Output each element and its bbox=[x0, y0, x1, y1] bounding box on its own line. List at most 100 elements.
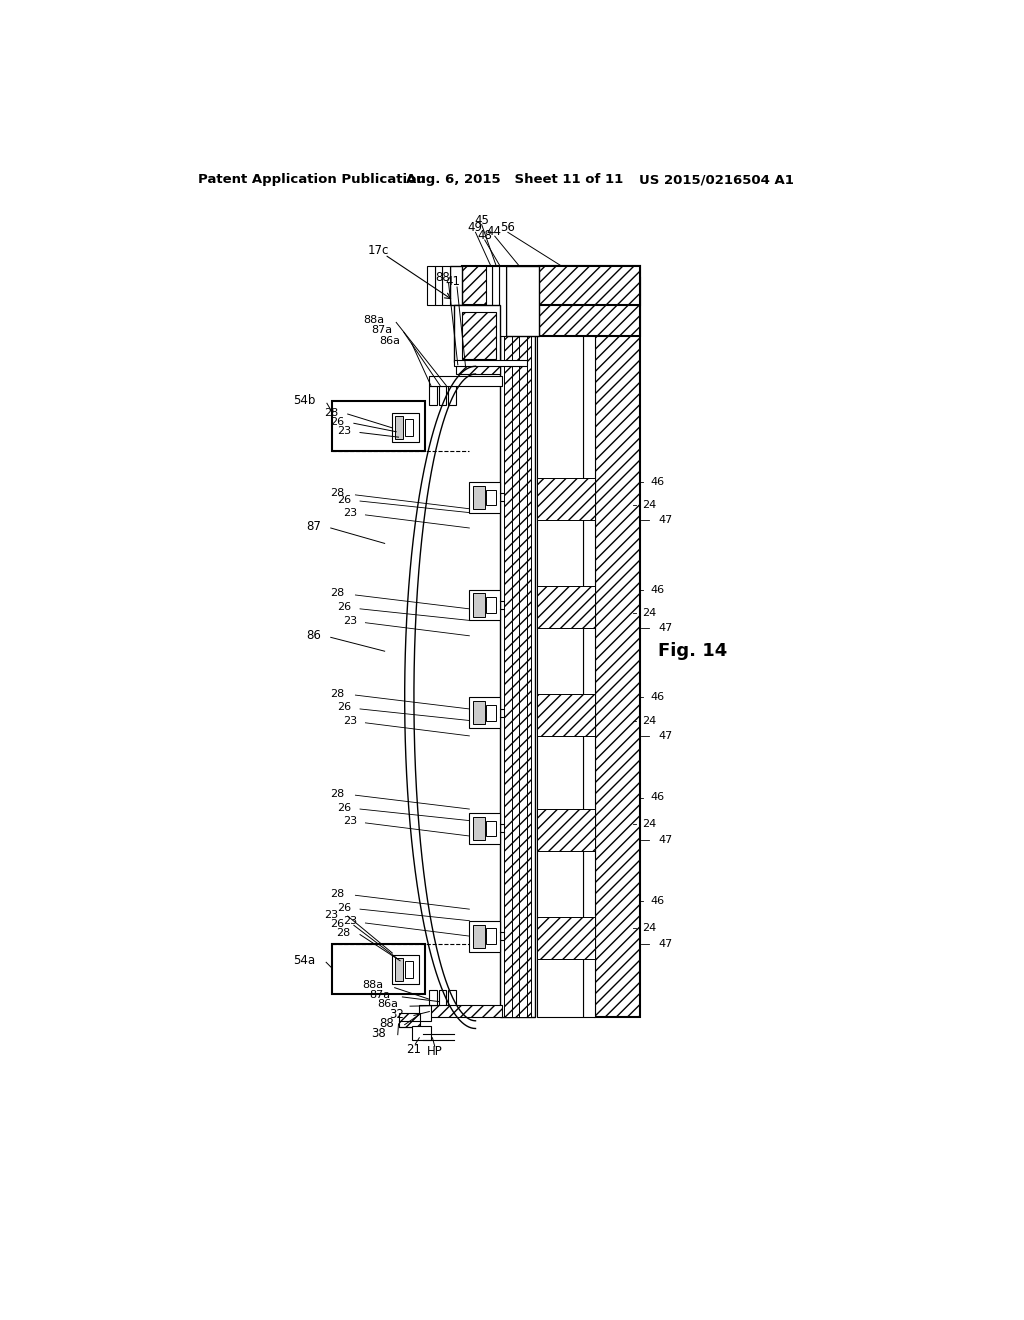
Bar bbox=[486, 597, 496, 612]
Text: 47: 47 bbox=[658, 939, 673, 949]
Bar bbox=[539, 267, 640, 335]
Text: 41: 41 bbox=[444, 275, 460, 288]
Bar bbox=[499, 267, 506, 335]
Bar bbox=[500, 277, 535, 1016]
Text: 49: 49 bbox=[467, 222, 482, 234]
Text: 26: 26 bbox=[337, 903, 351, 912]
Text: 45: 45 bbox=[474, 214, 489, 227]
Bar bbox=[454, 360, 527, 367]
Text: 24: 24 bbox=[643, 607, 656, 618]
Text: 28: 28 bbox=[331, 788, 345, 799]
Text: 46: 46 bbox=[650, 896, 665, 907]
Text: 87a: 87a bbox=[372, 325, 392, 335]
Bar bbox=[538, 586, 595, 628]
Bar bbox=[595, 277, 640, 1016]
Bar bbox=[469, 482, 500, 512]
Text: 88: 88 bbox=[379, 1018, 394, 1031]
Bar bbox=[395, 416, 403, 438]
Text: 28: 28 bbox=[331, 488, 345, 499]
Bar bbox=[392, 412, 419, 442]
Text: Aug. 6, 2015   Sheet 11 of 11: Aug. 6, 2015 Sheet 11 of 11 bbox=[407, 173, 624, 186]
Bar bbox=[486, 928, 496, 944]
Text: Patent Application Publication: Patent Application Publication bbox=[198, 173, 425, 186]
Text: 88a: 88a bbox=[364, 315, 385, 325]
Bar bbox=[538, 478, 595, 520]
Text: 28: 28 bbox=[331, 888, 345, 899]
Text: 26: 26 bbox=[331, 417, 345, 426]
Bar bbox=[398, 1014, 420, 1027]
Text: 47: 47 bbox=[658, 623, 673, 634]
Bar bbox=[429, 990, 437, 1010]
Bar bbox=[447, 385, 456, 405]
Text: 56: 56 bbox=[501, 222, 515, 234]
Text: 23: 23 bbox=[343, 616, 357, 626]
Bar bbox=[506, 267, 539, 335]
Bar bbox=[473, 924, 484, 948]
Text: 86a: 86a bbox=[379, 335, 400, 346]
Bar bbox=[486, 821, 496, 836]
Text: 32: 32 bbox=[389, 1008, 403, 1022]
Text: 23: 23 bbox=[343, 816, 357, 826]
Bar bbox=[429, 376, 503, 385]
Text: 47: 47 bbox=[658, 834, 673, 845]
Bar bbox=[538, 917, 595, 960]
Bar bbox=[429, 385, 437, 405]
Text: 21: 21 bbox=[407, 1043, 422, 1056]
Bar bbox=[473, 701, 484, 725]
Text: 23: 23 bbox=[343, 508, 357, 519]
Bar bbox=[469, 813, 500, 843]
Bar bbox=[442, 267, 451, 305]
Bar bbox=[462, 313, 497, 359]
Text: 26: 26 bbox=[331, 919, 345, 929]
Bar bbox=[429, 1006, 503, 1016]
Bar bbox=[486, 490, 496, 506]
Text: 24: 24 bbox=[643, 715, 656, 726]
Text: 88: 88 bbox=[435, 271, 450, 284]
Bar bbox=[406, 961, 413, 978]
Bar bbox=[469, 590, 500, 620]
Bar bbox=[538, 277, 584, 1016]
Bar bbox=[493, 267, 499, 335]
Text: 26: 26 bbox=[337, 495, 351, 504]
Text: 87: 87 bbox=[306, 520, 322, 533]
Bar bbox=[469, 921, 500, 952]
Text: 46: 46 bbox=[650, 477, 665, 487]
Text: 26: 26 bbox=[337, 702, 351, 713]
Text: 88a: 88a bbox=[362, 981, 383, 990]
Text: 26: 26 bbox=[337, 803, 351, 813]
Text: 87a: 87a bbox=[370, 990, 391, 999]
Text: 46: 46 bbox=[650, 693, 665, 702]
Text: 46: 46 bbox=[650, 585, 665, 594]
Text: 24: 24 bbox=[643, 820, 656, 829]
Bar bbox=[427, 267, 435, 305]
Text: 24: 24 bbox=[643, 924, 656, 933]
Text: 44: 44 bbox=[486, 224, 502, 238]
Bar bbox=[435, 267, 442, 305]
Text: 48: 48 bbox=[477, 228, 493, 242]
Text: 86a: 86a bbox=[378, 999, 398, 1008]
Text: 23: 23 bbox=[343, 717, 357, 726]
Text: US 2015/0216504 A1: US 2015/0216504 A1 bbox=[639, 173, 794, 186]
Bar bbox=[473, 817, 484, 840]
Bar bbox=[473, 594, 484, 616]
Bar bbox=[451, 267, 462, 305]
Bar bbox=[584, 277, 595, 1016]
Text: 38: 38 bbox=[372, 1027, 386, 1040]
Bar bbox=[462, 267, 640, 305]
Bar bbox=[333, 944, 425, 994]
Text: 86: 86 bbox=[306, 630, 322, 643]
Text: 54b: 54b bbox=[293, 395, 315, 408]
Text: 46: 46 bbox=[650, 792, 665, 803]
Bar bbox=[333, 401, 425, 451]
Text: HP: HP bbox=[427, 1045, 442, 1059]
Bar bbox=[486, 705, 496, 721]
Bar bbox=[473, 486, 484, 508]
Text: 28: 28 bbox=[337, 928, 351, 939]
Text: 47: 47 bbox=[658, 731, 673, 741]
Text: 28: 28 bbox=[331, 689, 345, 698]
Text: 54a: 54a bbox=[293, 954, 315, 968]
Bar bbox=[447, 990, 456, 1010]
Text: 26: 26 bbox=[337, 602, 351, 612]
Bar bbox=[504, 277, 531, 1016]
Text: 47: 47 bbox=[658, 515, 673, 525]
